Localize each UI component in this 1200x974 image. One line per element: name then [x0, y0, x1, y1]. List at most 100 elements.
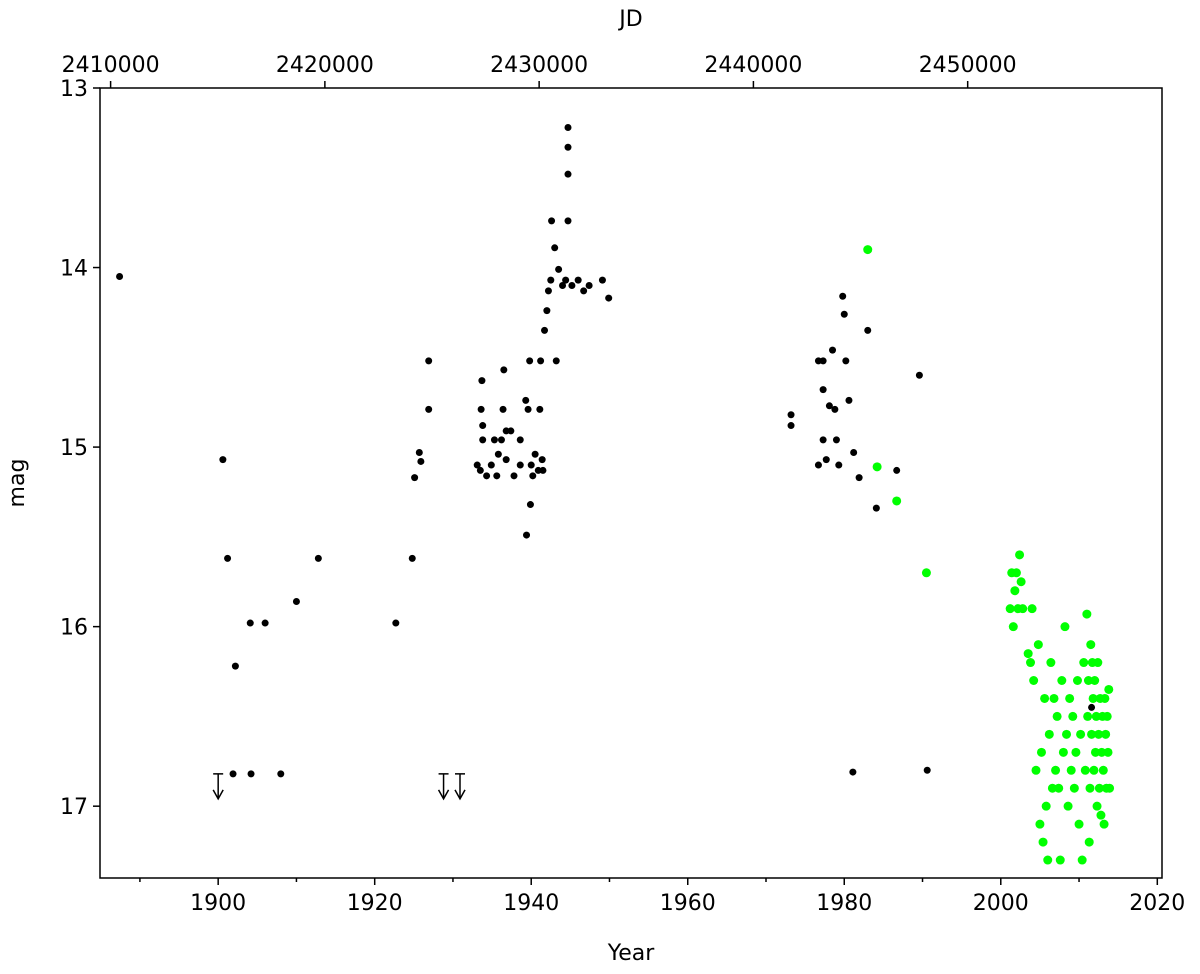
x-tick-label: 1980: [816, 891, 872, 916]
point: [425, 357, 433, 365]
point: [1066, 765, 1076, 775]
point: [479, 436, 487, 444]
point: [1086, 640, 1096, 650]
point: [892, 496, 902, 506]
point: [1091, 711, 1101, 721]
point: [1098, 765, 1108, 775]
point: [1084, 837, 1094, 847]
upper-limit-part: [437, 789, 450, 801]
x2-tick-label: 2420000: [276, 53, 374, 78]
point: [537, 357, 545, 365]
point: [425, 405, 433, 413]
point: [819, 386, 827, 394]
point: [483, 472, 491, 480]
point: [1094, 729, 1104, 739]
point: [1092, 801, 1102, 811]
point: [1062, 729, 1072, 739]
point: [1033, 640, 1043, 650]
point: [1016, 577, 1026, 587]
point: [538, 456, 546, 464]
point: [819, 357, 827, 365]
point: [1080, 765, 1090, 775]
point: [487, 461, 495, 469]
point: [1063, 801, 1073, 811]
upper-limit: [212, 773, 224, 801]
point: [500, 366, 508, 374]
point: [116, 273, 124, 281]
point: [1097, 747, 1107, 757]
point: [872, 504, 880, 512]
point: [526, 501, 534, 509]
upper-limit: [437, 773, 450, 801]
point: [494, 450, 502, 458]
point: [855, 474, 863, 482]
point: [415, 448, 423, 456]
x-tick-label: 2020: [1129, 891, 1185, 916]
point: [564, 124, 572, 131]
point: [819, 436, 827, 444]
point: [598, 276, 606, 284]
point: [1104, 684, 1114, 694]
point: [1027, 604, 1037, 614]
point: [1044, 729, 1054, 739]
point: [1082, 609, 1092, 619]
x-tick-label: 1940: [503, 891, 559, 916]
point: [411, 474, 419, 482]
point: [840, 310, 848, 318]
point: [1087, 729, 1097, 739]
point: [1088, 693, 1098, 703]
point: [490, 436, 498, 444]
point: [1038, 837, 1048, 847]
point: [1040, 693, 1050, 703]
point: [1018, 604, 1028, 614]
y-tick-label: 16: [60, 616, 88, 641]
point: [1068, 711, 1078, 721]
x-tick-label: 1920: [347, 891, 403, 916]
point: [1077, 855, 1087, 865]
point: [893, 466, 901, 474]
point: [1026, 658, 1036, 668]
point: [564, 217, 572, 225]
point: [562, 276, 570, 284]
point: [1071, 747, 1081, 757]
point: [1010, 586, 1020, 596]
point: [1054, 783, 1064, 793]
point: [1096, 810, 1106, 820]
point: [1051, 765, 1061, 775]
point: [1036, 747, 1046, 757]
point: [605, 294, 613, 302]
point: [314, 554, 322, 562]
point: [1083, 676, 1093, 685]
point: [541, 326, 549, 334]
point: [1100, 693, 1110, 703]
point: [479, 422, 487, 430]
point: [787, 422, 795, 430]
x-tick-label: 1900: [190, 891, 246, 916]
point: [1049, 693, 1059, 703]
point: [1074, 819, 1084, 829]
point: [1090, 676, 1100, 685]
point: [1089, 765, 1099, 775]
y-tick-label: 13: [60, 77, 88, 102]
point: [825, 402, 833, 410]
x2-tick-label: 2430000: [490, 53, 588, 78]
upper-limit: [454, 773, 466, 801]
point: [224, 554, 232, 562]
point: [229, 770, 237, 778]
x-tick-label: 2000: [973, 891, 1029, 916]
point: [529, 472, 537, 480]
point: [493, 472, 501, 480]
point: [536, 405, 544, 413]
point: [831, 405, 839, 413]
point: [849, 768, 857, 776]
point: [1090, 747, 1100, 757]
point: [1011, 568, 1021, 578]
point: [1102, 711, 1112, 721]
x2-tick-label: 2450000: [919, 53, 1017, 78]
point: [585, 282, 593, 289]
point: [1060, 622, 1070, 632]
point: [863, 245, 873, 255]
point: [1031, 765, 1041, 775]
y-tick-label: 15: [60, 436, 88, 461]
point: [524, 405, 532, 413]
